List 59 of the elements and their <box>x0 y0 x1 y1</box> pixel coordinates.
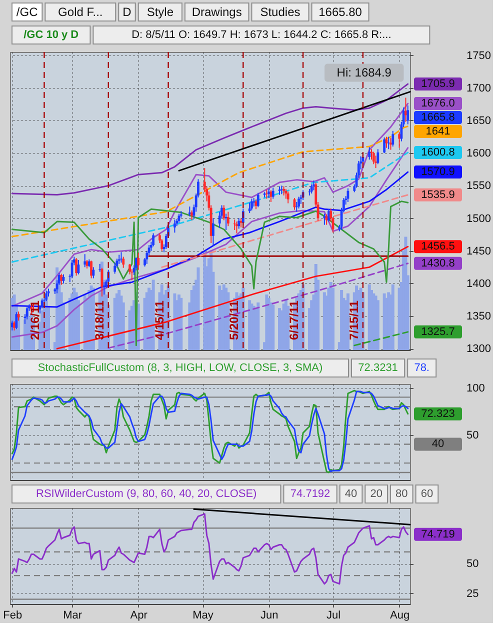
ref-line-label: 40 <box>432 438 444 450</box>
y-tick-label: 25 <box>466 588 479 600</box>
y-tick-label: 100 <box>466 382 485 394</box>
text: 74.7192 <box>290 488 330 500</box>
x-tick-label: Jun <box>260 610 278 622</box>
x-tick-label: Mar <box>63 610 82 622</box>
y-tick-label: 1650 <box>466 114 491 127</box>
chart-title: RSIWilderCustom (9, 80, 60, 40, 20, CLOSE) <box>36 488 257 500</box>
data-label: 1430.8 <box>421 257 455 270</box>
y-tick-label: 1350 <box>466 310 491 323</box>
ref-line-label: 3/18/11 <box>92 300 106 340</box>
chart-subtitle: D: 8/5/11 O: 1649.7 H: 1673 L: 1644.2 C: 1665.8 R:... <box>132 29 392 41</box>
ref-line-label: 5/20/11 <box>227 300 242 340</box>
ref-line-label: 4/15/11 <box>152 300 166 340</box>
data-label: 1325.7 <box>421 326 455 338</box>
text: Studies <box>260 5 300 19</box>
text: /GC <box>16 5 38 19</box>
annotation: Hi: 1684.9 <box>336 66 392 80</box>
text: Style <box>146 5 174 19</box>
y-tick-label: 50 <box>466 429 479 442</box>
y-tick-label: 1700 <box>466 82 491 94</box>
data-label: 72.323 <box>421 408 455 420</box>
text: 20 <box>370 488 382 500</box>
text: Drawings <box>192 5 242 19</box>
data-label: 1535.9 <box>421 188 455 201</box>
text: 1665.80 <box>318 5 362 19</box>
x-tick-label: Jul <box>326 610 341 622</box>
data-label: 1641 <box>426 126 450 138</box>
data-label: 74.719 <box>421 528 455 540</box>
y-tick-label: 1300 <box>466 343 491 356</box>
x-tick-label: Apr <box>130 610 148 622</box>
y-tick-label: 1600 <box>466 148 491 160</box>
text: Gold F... <box>58 5 103 19</box>
y-tick-label: 1500 <box>466 212 491 225</box>
ref-line-label: 7/15/11 <box>346 300 361 340</box>
ref-line-label: 6/17/11 <box>287 300 302 340</box>
text: 80 <box>396 488 408 500</box>
data-label: 1456.5 <box>421 240 455 253</box>
x-tick-label: Aug <box>390 610 410 622</box>
y-tick-label: 1400 <box>466 278 491 290</box>
data-label: 1705.9 <box>421 78 455 90</box>
y-tick-label: 1750 <box>466 50 491 62</box>
data-label: 1570.9 <box>421 166 455 178</box>
text: 1665.8 <box>421 112 455 124</box>
ref-line-label: 2/16/11 <box>28 300 42 340</box>
text: 60 <box>420 488 434 500</box>
chart-title: /GC 10 y D <box>24 29 79 41</box>
data-label: 1676.0 <box>421 98 455 110</box>
text: 40 <box>344 488 358 500</box>
chart-title: StochasticFullCustom (8, 3, HIGH, LOW, CLOSE, 3, SMA) <box>38 362 323 374</box>
text: 72.3231 <box>358 362 398 374</box>
y-tick-label: 50 <box>466 558 479 570</box>
x-tick-label: Feb <box>3 610 22 622</box>
y-tick-label: 1550 <box>466 180 491 192</box>
x-tick-label: May <box>192 610 214 622</box>
text: D <box>122 5 132 19</box>
y-tick-label: 1450 <box>466 245 491 258</box>
data-label: 1600.8 <box>421 146 455 159</box>
text: 78. <box>414 362 430 374</box>
